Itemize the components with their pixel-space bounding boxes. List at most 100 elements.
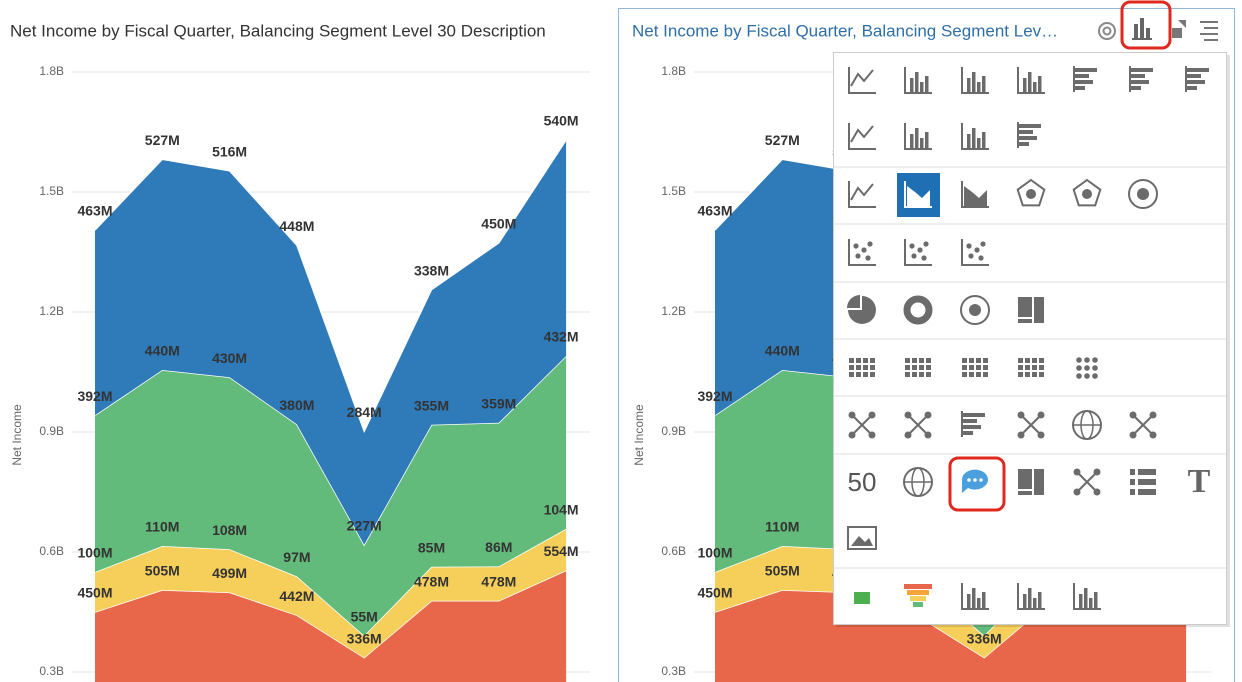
- icon-part: [1076, 373, 1082, 379]
- icon-part: [962, 372, 967, 377]
- chart-type-icon[interactable]: [961, 469, 988, 493]
- icon-part: [961, 67, 989, 94]
- icon-part: [926, 358, 931, 363]
- chart-type-icon[interactable]: [1017, 583, 1045, 610]
- chart-type-icon[interactable]: [1018, 469, 1044, 495]
- icon-part: [1079, 594, 1083, 608]
- chart-type-icon[interactable]: [961, 123, 989, 150]
- icon-part: [1033, 82, 1037, 92]
- chart-type-icon[interactable]: [849, 358, 875, 377]
- chart-type-icon[interactable]: [1128, 179, 1158, 209]
- icon-part: [863, 372, 868, 377]
- chart-type-icon[interactable]: [961, 67, 989, 94]
- target-icon[interactable]: [1098, 22, 1116, 40]
- data-label: 430M: [212, 350, 247, 366]
- icon-part: [1018, 319, 1032, 323]
- chart-type-icon[interactable]: [1076, 357, 1098, 379]
- chart-type-icon[interactable]: [904, 67, 932, 94]
- chart-type-icon[interactable]: [848, 411, 876, 439]
- chart-type-icon[interactable]: [848, 67, 876, 94]
- chart-type-icon[interactable]: [904, 584, 932, 607]
- chart-type-icon[interactable]: [1017, 122, 1041, 148]
- icon-part: [1032, 365, 1037, 370]
- chart-type-icon[interactable]: [1016, 178, 1046, 207]
- icon-part: [912, 358, 917, 363]
- data-label: 392M: [697, 388, 732, 404]
- area-edge: [94, 355, 567, 547]
- icon-part: [1130, 469, 1135, 475]
- icon-part: [963, 425, 981, 429]
- chart-type-icon[interactable]: [960, 295, 990, 325]
- chart-type-icon[interactable]: [961, 239, 989, 266]
- text-tile[interactable]: T: [1188, 463, 1211, 500]
- chart-type-icon[interactable]: [1018, 297, 1044, 323]
- data-label: 478M: [481, 574, 516, 590]
- chart-type-icon[interactable]: [961, 411, 985, 437]
- chart-type-icon[interactable]: [904, 123, 932, 150]
- icon-part: [1138, 479, 1156, 485]
- chart-type-icon[interactable]: [848, 239, 876, 266]
- icon-part: [926, 365, 931, 370]
- expand-icon[interactable]: [1172, 20, 1186, 38]
- icon-part: [1017, 431, 1025, 439]
- chart-type-icon[interactable]: [1017, 411, 1045, 439]
- icon-part: [976, 365, 981, 370]
- chart-type-icon[interactable]: [904, 239, 932, 266]
- icon-part: [963, 413, 985, 417]
- icon-part: [1187, 68, 1209, 72]
- chart-type-icon[interactable]: [1130, 469, 1156, 495]
- chart-type-icon[interactable]: [961, 181, 989, 208]
- icon-part: [848, 431, 856, 439]
- chart-type-icon[interactable]: [904, 181, 932, 208]
- icon-part: [972, 72, 976, 92]
- chart-type-icon[interactable]: [903, 467, 933, 497]
- data-label: 392M: [77, 388, 112, 404]
- icon-part: [855, 253, 861, 259]
- chart-type-icon[interactable]: [1017, 67, 1045, 94]
- chart-type-icon[interactable]: [903, 295, 933, 325]
- data-label: 516M: [212, 144, 247, 160]
- icon-part: [905, 358, 910, 363]
- icon-part: [904, 239, 932, 266]
- data-label: 85M: [418, 540, 445, 556]
- chart-type-icon[interactable]: [854, 592, 870, 604]
- icon-part: [967, 134, 971, 148]
- chart-type-icon[interactable]: [1073, 468, 1101, 496]
- icon-part: [1073, 468, 1081, 476]
- icon-part: [856, 372, 861, 377]
- data-label: 527M: [765, 132, 800, 148]
- icon-part: [847, 295, 860, 308]
- chart-type-icon[interactable]: [847, 526, 877, 550]
- menu-icon[interactable]: [1200, 21, 1218, 41]
- chart-type-icon[interactable]: [962, 358, 988, 377]
- icon-part: [905, 365, 910, 370]
- chart-type-icon[interactable]: [848, 181, 876, 208]
- chart-type-icon[interactable]: [1072, 410, 1102, 440]
- icon-part: [1028, 588, 1032, 608]
- number-tile[interactable]: 50: [848, 467, 877, 497]
- y-tick-label: 0.3B: [39, 664, 64, 678]
- chart-type-icon[interactable]: [1185, 66, 1209, 92]
- chart-type-icon[interactable]: [1129, 66, 1153, 92]
- chart-type-icon[interactable]: [1018, 358, 1044, 377]
- area: [95, 528, 567, 658]
- chart-type-icon[interactable]: [1129, 411, 1157, 439]
- icon-part: [1019, 130, 1033, 134]
- chart-type-icon[interactable]: [961, 583, 989, 610]
- chart-type-icon[interactable]: [847, 295, 876, 324]
- icon-part: [853, 243, 859, 249]
- data-label: 554M: [544, 543, 579, 559]
- chart-type-button[interactable]: [1120, 0, 1172, 50]
- icon-part: [920, 138, 924, 148]
- icon-part: [966, 243, 972, 249]
- icon-part: [904, 123, 932, 150]
- icon-part: [854, 592, 870, 604]
- icon-part: [1075, 68, 1097, 72]
- chart-type-icon[interactable]: [1073, 66, 1097, 92]
- chart-type-icon[interactable]: [905, 358, 931, 377]
- chart-type-icon[interactable]: [1073, 583, 1101, 610]
- chart-type-icon[interactable]: [848, 123, 876, 150]
- chart-type-icon[interactable]: [1072, 178, 1102, 207]
- icon-part: [1187, 86, 1197, 90]
- chart-type-icon[interactable]: [904, 411, 932, 439]
